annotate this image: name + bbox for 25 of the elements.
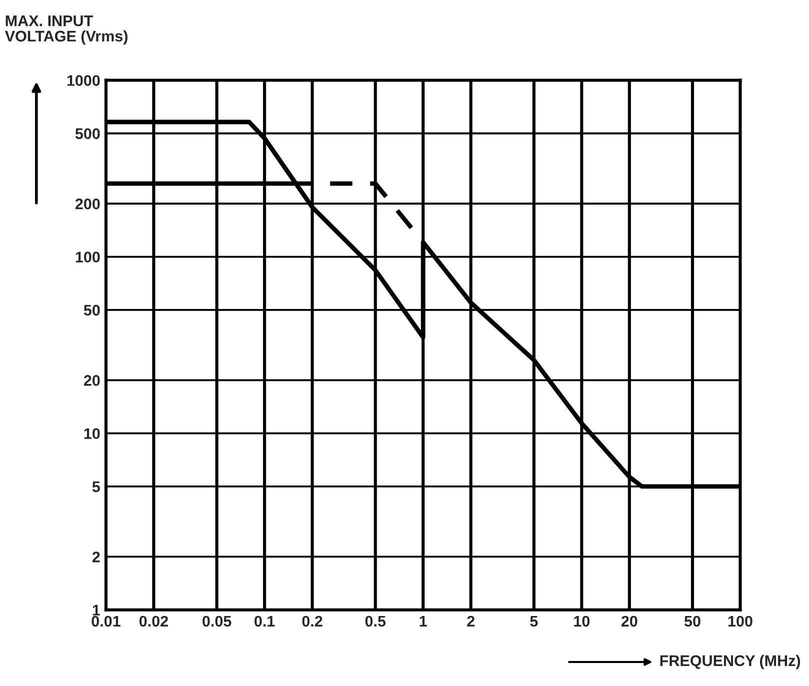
x-tick-label: 50 [684, 616, 700, 627]
x-tick-label: 10 [574, 616, 590, 627]
x-tick-label: 5 [530, 616, 538, 627]
y-tick-label: 1000 [67, 75, 100, 86]
x-axis-title: FREQUENCY (MHz) [660, 654, 800, 670]
x-tick-label: 0.5 [365, 616, 386, 627]
x-tick-label: 2 [467, 616, 474, 626]
x-tick-label: 0.01 [92, 616, 120, 627]
y-tick-label: 200 [75, 198, 100, 210]
x-tick-label: 20 [621, 616, 638, 627]
x-tick-label: 0.02 [139, 616, 168, 627]
y-tick-label: 500 [75, 128, 100, 140]
x-tick-label: 0.1 [254, 616, 275, 627]
y-axis-title: MAX. INPUT VOLTAGE (Vrms) [4, 16, 128, 45]
x-tick-label: 0.2 [302, 616, 322, 627]
y-tick-label: 10 [84, 428, 100, 440]
x-tick-label: 0.05 [202, 616, 232, 627]
y-tick-label: 1 [92, 604, 100, 616]
x-tick-label: 100 [728, 616, 752, 627]
y-tick-label: 50 [84, 304, 100, 316]
y-tick-label: 20 [84, 375, 100, 386]
y-tick-label: 100 [76, 252, 100, 262]
y-tick-label: 5 [92, 481, 100, 492]
y-tick-label: 2 [92, 552, 100, 562]
x-tick-label: 1 [420, 616, 427, 626]
